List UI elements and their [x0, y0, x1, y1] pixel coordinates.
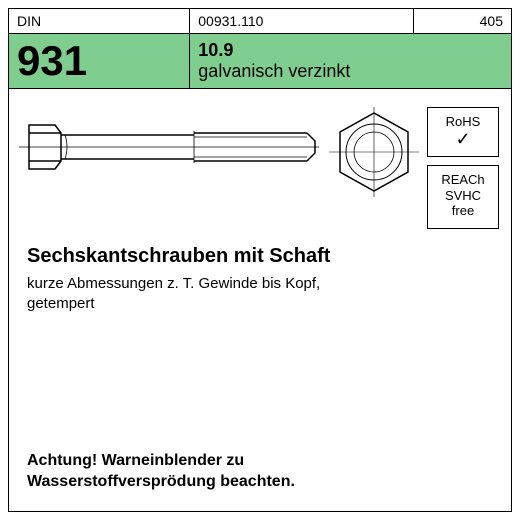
right-num: 405 [414, 9, 511, 33]
finish-label: galvanisch verzinkt [198, 61, 503, 82]
bolt-side-icon [19, 97, 319, 197]
description-block: Sechskantschrauben mit Schaft kurze Abme… [27, 245, 427, 315]
reach-line2: SVHC [430, 188, 496, 204]
header-row-1: DIN 00931.110 405 [9, 9, 511, 34]
bolt-hex-icon [329, 107, 419, 197]
part-code: 00931.110 [190, 9, 414, 33]
rohs-badge: RoHS ✓ [427, 107, 499, 157]
product-title: Sechskantschrauben mit Schaft [27, 245, 427, 268]
std-number: 931 [9, 34, 190, 88]
reach-line3: free [430, 203, 496, 219]
check-icon: ✓ [430, 130, 496, 148]
reach-badge: REACh SVHC free [427, 165, 499, 229]
header-row-2: 931 10.9 galvanisch verzinkt [9, 34, 511, 89]
spec-card: DIN 00931.110 405 931 10.9 galvanisch ve… [8, 8, 512, 512]
reach-line1: REACh [430, 172, 496, 188]
grade-cell: 10.9 galvanisch verzinkt [190, 34, 511, 88]
desc-line1: kurze Abmessungen z. T. Gewinde bis Kopf… [27, 275, 320, 292]
warning-block: Achtung! Warneinblender zu Wasserstoffve… [27, 450, 497, 493]
strength-grade: 10.9 [198, 40, 503, 61]
warn-line2: Wasserstoffversprödung beachten. [27, 473, 295, 490]
warn-line1: Achtung! Warneinblender zu [27, 452, 244, 469]
rohs-label: RoHS [430, 114, 496, 130]
std-label: DIN [9, 9, 190, 33]
desc-line2: getempert [27, 295, 95, 312]
